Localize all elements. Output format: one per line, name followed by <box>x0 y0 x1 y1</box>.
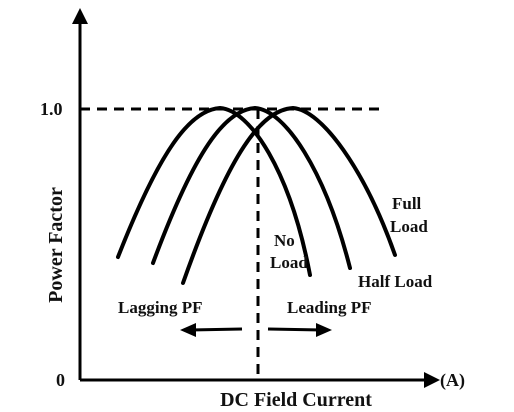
leading-pf-label: Leading PF <box>287 298 372 317</box>
no-load-curve <box>116 105 312 277</box>
half-load-curve <box>151 105 352 270</box>
leading-arrowhead <box>316 323 332 337</box>
full-load-label-line1: Full <box>392 194 422 213</box>
lagging-arrow <box>189 327 243 332</box>
no-load-label-line1: No <box>274 231 295 250</box>
x-axis-label: DC Field Current <box>220 389 372 411</box>
lagging-arrowhead <box>180 323 196 337</box>
x-axis-arrowhead <box>424 372 440 388</box>
y-axis-label: Power Factor <box>45 187 67 303</box>
full-load-label-line2: Load <box>390 217 428 236</box>
no-load-label-line2: Load <box>270 253 308 272</box>
full-load-curve <box>181 105 397 285</box>
y-tick-one: 1.0 <box>40 99 63 119</box>
origin-label: 0 <box>56 370 65 390</box>
half-load-label: Half Load <box>358 272 433 291</box>
leading-arrow <box>267 327 323 332</box>
y-axis-arrowhead <box>72 8 88 24</box>
lagging-pf-label: Lagging PF <box>118 298 203 317</box>
x-axis-unit: (A) <box>440 370 465 391</box>
